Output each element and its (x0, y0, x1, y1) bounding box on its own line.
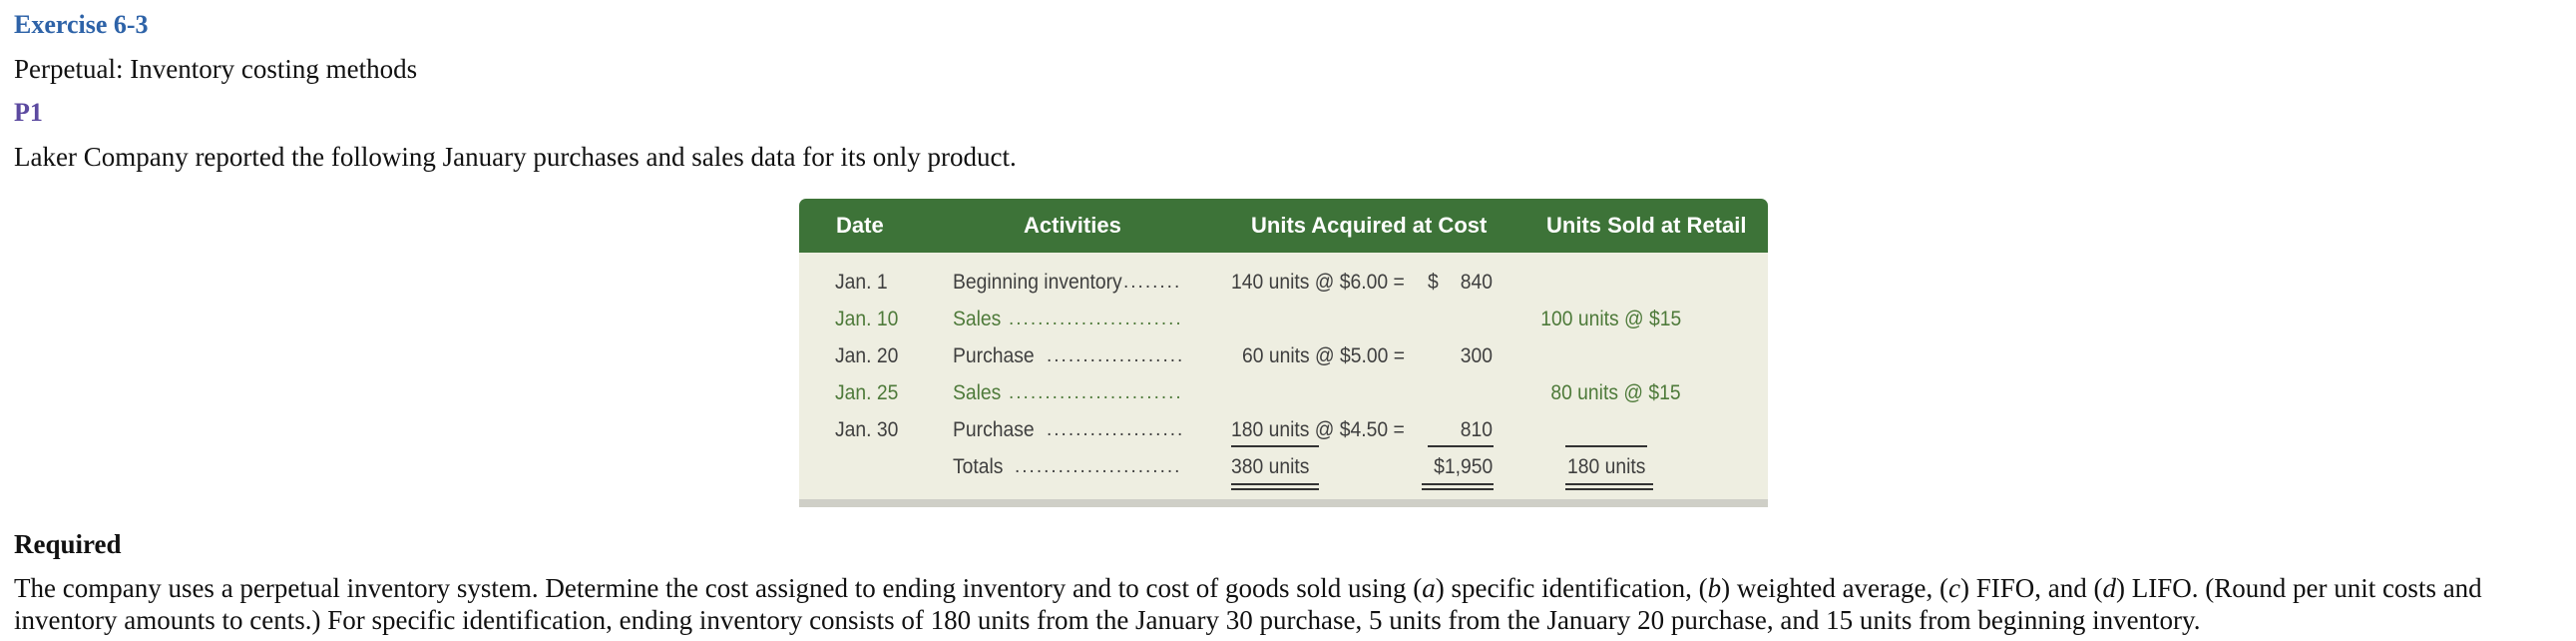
learning-objective: P1 (14, 98, 43, 127)
subtotal-underline (1428, 445, 1494, 447)
row-activity: Beginning inventory (953, 271, 1122, 294)
leader-dots: ................................ (1015, 456, 1183, 477)
instructions-text: ) specific identification, ( (1435, 573, 1708, 603)
row-units-sold: 80 units @ $15 (1550, 381, 1681, 404)
column-header-units-sold: Units Sold at Retail (1546, 213, 1747, 238)
totals-units-acquired: 380 units (1231, 455, 1310, 478)
column-header-units-acquired: Units Acquired at Cost (1251, 213, 1488, 238)
table-footer-bar (799, 499, 1768, 507)
required-heading: Required (14, 529, 122, 559)
row-activity: Purchase (953, 418, 1035, 441)
table-body: Jan. 1 Beginning inventory .............… (799, 253, 1768, 499)
column-header-date: Date (836, 213, 884, 238)
total-double-underline (1422, 488, 1494, 490)
subtotal-underline (1565, 445, 1647, 447)
table-header-row: Date Activities Units Acquired at Cost U… (799, 199, 1768, 253)
totals-units-sold: 180 units (1567, 455, 1646, 478)
total-double-underline (1565, 488, 1653, 490)
row-cost: 300 (1460, 344, 1493, 367)
row-activity: Sales (953, 308, 1002, 330)
row-activity: Purchase (953, 344, 1035, 367)
leader-dots: ................................ (1047, 419, 1183, 440)
totals-label: Totals (953, 455, 1004, 478)
row-units-acquired: 60 units @ $5.00 = (1242, 344, 1406, 367)
row-activity: Sales (953, 381, 1002, 404)
total-double-underline (1565, 483, 1653, 485)
exercise-subtitle: Perpetual: Inventory costing methods (14, 54, 418, 84)
inventory-data-table: Date Activities Units Acquired at Cost U… (799, 199, 1768, 507)
exercise-title: Exercise 6-3 (14, 10, 149, 39)
row-cost-sign: $ (1428, 271, 1439, 294)
instructions-text: ) FIFO, and ( (1959, 573, 2103, 603)
row-units-acquired: 140 units @ $6.00 = (1231, 271, 1405, 294)
part-letter: c (1948, 573, 1960, 603)
row-date: Jan. 1 (835, 271, 888, 294)
row-cost: 810 (1460, 418, 1493, 441)
row-date: Jan. 25 (835, 381, 899, 404)
intro-text: Laker Company reported the following Jan… (14, 142, 1017, 172)
row-units-acquired: 180 units @ $4.50 = (1231, 418, 1405, 441)
leader-dots: ................................ (1047, 345, 1183, 366)
leader-dots: ................................ (1009, 309, 1183, 329)
totals-cost: $1,950 (1433, 455, 1493, 478)
total-double-underline (1231, 488, 1319, 490)
total-double-underline (1422, 483, 1494, 485)
row-cost: 840 (1460, 271, 1493, 294)
part-letter: b (1707, 573, 1722, 603)
required-instructions: The company uses a perpetual inventory s… (14, 572, 2563, 636)
leader-dots: ................................ (1123, 272, 1183, 293)
row-date: Jan. 30 (835, 418, 899, 441)
row-date: Jan. 10 (835, 308, 899, 330)
part-letter: d (2102, 573, 2116, 603)
part-letter: a (1422, 573, 1436, 603)
row-date: Jan. 20 (835, 344, 899, 367)
instructions-text: ) weighted average, ( (1721, 573, 1948, 603)
leader-dots: ................................ (1009, 382, 1183, 403)
instructions-text: ) LIFO. (Round per unit costs and invent… (14, 573, 2482, 635)
column-header-activities: Activities (1024, 213, 1121, 238)
total-double-underline (1231, 483, 1319, 485)
instructions-text: The company uses a perpetual inventory s… (14, 573, 1423, 603)
row-units-sold: 100 units @ $15 (1539, 308, 1681, 330)
subtotal-underline (1231, 445, 1319, 447)
